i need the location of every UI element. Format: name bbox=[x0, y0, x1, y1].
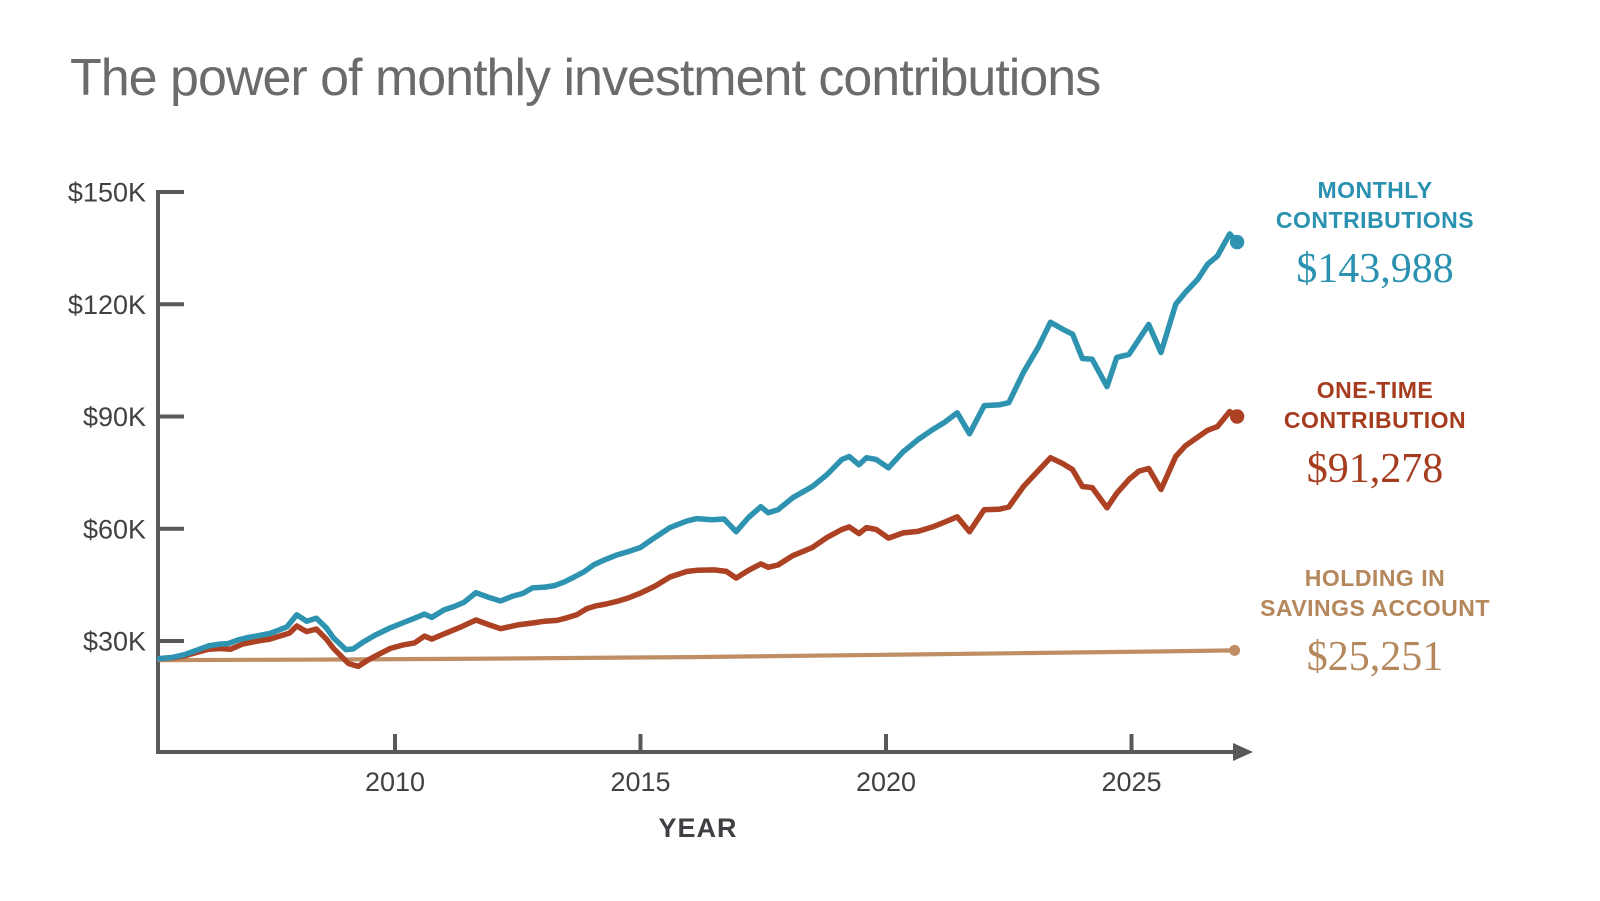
x-axis-title: YEAR bbox=[658, 813, 738, 843]
x-tick-label: 2015 bbox=[610, 767, 670, 797]
legend-item-monthly: MONTHLY CONTRIBUTIONS $143,988 bbox=[1225, 175, 1525, 293]
legend-label-line: ONE-TIME bbox=[1316, 377, 1434, 403]
legend-value-one-time: $91,278 bbox=[1306, 446, 1444, 492]
legend-item-savings: HOLDING IN SAVINGS ACCOUNT $25,251 bbox=[1225, 563, 1525, 681]
legend-label-line: CONTRIBUTIONS bbox=[1275, 207, 1475, 233]
legend-item-one-time: ONE-TIME CONTRIBUTION $91,278 bbox=[1225, 375, 1525, 493]
series-line-savings bbox=[157, 648, 1237, 663]
legend-label-one-time: ONE-TIME CONTRIBUTION bbox=[1225, 375, 1525, 435]
x-tick-label: 2010 bbox=[365, 767, 425, 797]
y-tick-label: $30K bbox=[83, 627, 146, 657]
legend-label-line: SAVINGS ACCOUNT bbox=[1260, 595, 1490, 621]
legend-label-line: MONTHLY bbox=[1317, 177, 1433, 203]
x-tick-label: 2025 bbox=[1101, 767, 1161, 797]
legend-label-line: HOLDING IN bbox=[1304, 565, 1446, 591]
legend: MONTHLY CONTRIBUTIONS $143,988 ONE-TIME … bbox=[1225, 0, 1525, 901]
legend-label-line: CONTRIBUTION bbox=[1283, 407, 1467, 433]
series-line-one_time bbox=[156, 408, 1240, 670]
series-end-dot-savings bbox=[1229, 644, 1241, 656]
legend-value-monthly: $143,988 bbox=[1296, 246, 1454, 292]
legend-label-savings: HOLDING IN SAVINGS ACCOUNT bbox=[1225, 563, 1525, 623]
x-axis-arrow bbox=[1233, 743, 1253, 761]
y-tick-label: $150K bbox=[68, 178, 146, 208]
series-line-monthly bbox=[156, 231, 1240, 662]
y-tick-label: $90K bbox=[83, 402, 146, 432]
legend-value-savings: $25,251 bbox=[1306, 634, 1444, 680]
legend-label-monthly: MONTHLY CONTRIBUTIONS bbox=[1225, 175, 1525, 235]
y-tick-label: $60K bbox=[83, 514, 146, 544]
series-end-dot-one_time bbox=[1229, 409, 1245, 424]
x-tick-label: 2020 bbox=[856, 767, 916, 797]
series-end-dot-monthly bbox=[1229, 234, 1245, 250]
chart-title: The power of monthly investment contribu… bbox=[70, 49, 1101, 107]
y-tick-label: $120K bbox=[68, 290, 146, 320]
